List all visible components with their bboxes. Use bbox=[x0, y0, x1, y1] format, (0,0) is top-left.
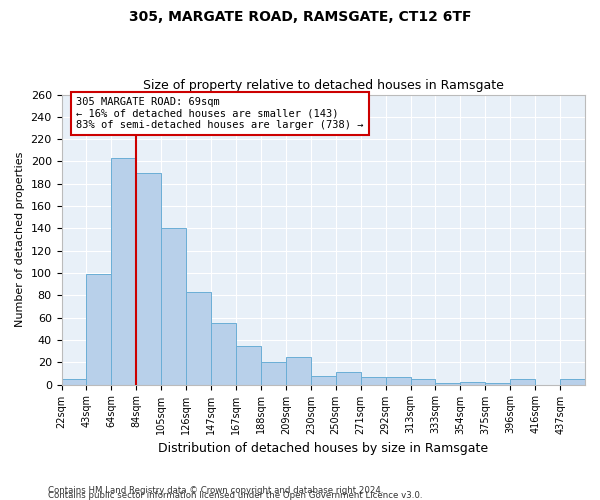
Bar bbox=[361, 377, 386, 384]
Bar bbox=[311, 376, 336, 384]
Bar bbox=[136, 172, 161, 384]
Bar bbox=[86, 274, 112, 384]
Bar bbox=[261, 362, 286, 384]
Bar bbox=[211, 323, 236, 384]
Text: 305, MARGATE ROAD, RAMSGATE, CT12 6TF: 305, MARGATE ROAD, RAMSGATE, CT12 6TF bbox=[129, 10, 471, 24]
Bar bbox=[161, 228, 186, 384]
Text: Contains public sector information licensed under the Open Government Licence v3: Contains public sector information licen… bbox=[48, 491, 422, 500]
Bar bbox=[112, 158, 136, 384]
Bar bbox=[186, 292, 211, 384]
X-axis label: Distribution of detached houses by size in Ramsgate: Distribution of detached houses by size … bbox=[158, 442, 488, 455]
Y-axis label: Number of detached properties: Number of detached properties bbox=[15, 152, 25, 327]
Title: Size of property relative to detached houses in Ramsgate: Size of property relative to detached ho… bbox=[143, 79, 504, 92]
Bar bbox=[460, 382, 485, 384]
Bar bbox=[410, 379, 436, 384]
Bar bbox=[386, 377, 410, 384]
Bar bbox=[336, 372, 361, 384]
Text: 305 MARGATE ROAD: 69sqm
← 16% of detached houses are smaller (143)
83% of semi-d: 305 MARGATE ROAD: 69sqm ← 16% of detache… bbox=[76, 97, 364, 130]
Bar bbox=[236, 346, 261, 385]
Bar bbox=[560, 379, 585, 384]
Bar bbox=[510, 379, 535, 384]
Bar bbox=[62, 379, 86, 384]
Text: Contains HM Land Registry data © Crown copyright and database right 2024.: Contains HM Land Registry data © Crown c… bbox=[48, 486, 383, 495]
Bar bbox=[286, 356, 311, 384]
